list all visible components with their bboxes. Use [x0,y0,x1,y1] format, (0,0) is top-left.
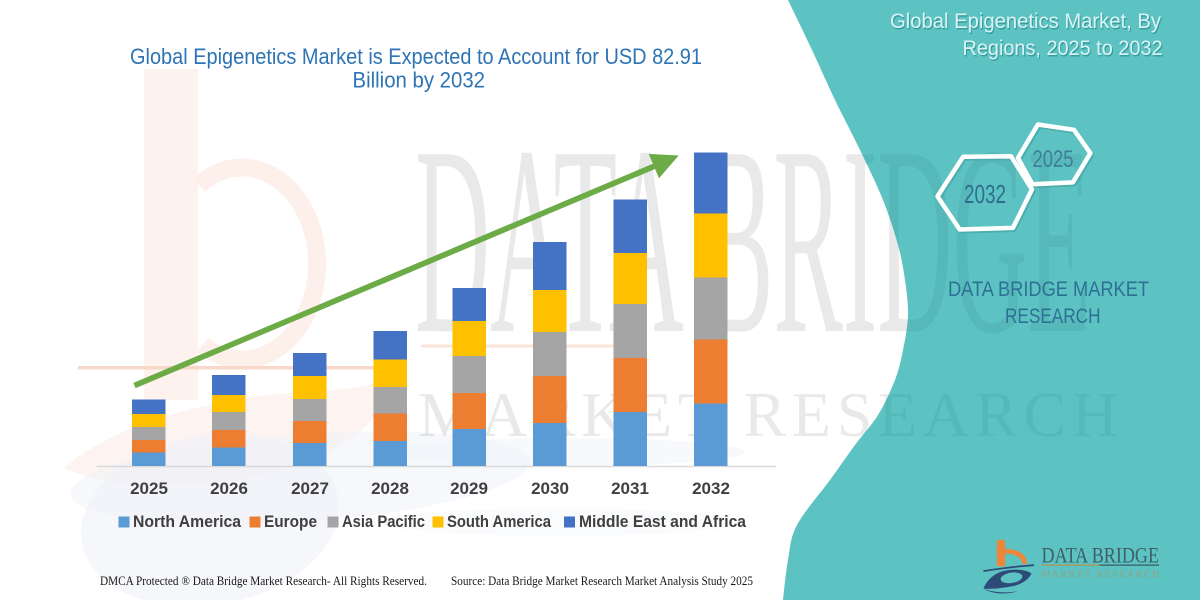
svg-text:Global Epigenetics Market, By: Global Epigenetics Market, By [891,11,1162,35]
svg-text:2027: 2027 [291,479,329,498]
svg-text:DATA BRIDGE MARKET: DATA BRIDGE MARKET [948,278,1149,301]
svg-text:DATA BRIDGE: DATA BRIDGE [1042,543,1160,568]
svg-text:2031: 2031 [611,479,649,498]
svg-text:2032: 2032 [692,479,730,498]
svg-text:2029: 2029 [450,479,488,498]
svg-text:Source: Data Bridge Market Res: Source: Data Bridge Market Research Mark… [451,574,753,588]
svg-text:DMCA Protected ® Data Bridge M: DMCA Protected ® Data Bridge Market Rese… [100,574,427,588]
svg-text:2032: 2032 [964,179,1006,209]
svg-text:RESEARCH: RESEARCH [1005,305,1101,328]
svg-text:2025: 2025 [130,479,168,498]
svg-text:Global Epigenetics Market, By: Global Epigenetics Market, By [890,9,1161,33]
svg-text:2026: 2026 [210,479,248,498]
svg-text:Europe: Europe [264,513,317,531]
svg-text:Global Epigenetics Market is E: Global Epigenetics Market is Expected to… [130,44,702,69]
svg-text:Billion by 2032: Billion by 2032 [353,68,486,93]
svg-text:Regions, 2025 to 2032: Regions, 2025 to 2032 [963,36,1163,60]
svg-text:MARKET RESEARCH: MARKET RESEARCH [1042,570,1160,580]
svg-text:Asia Pacific: Asia Pacific [342,513,425,531]
svg-text:Regions, 2025 to 2032: Regions, 2025 to 2032 [964,38,1164,62]
svg-text:2025: 2025 [1033,146,1074,173]
svg-text:Middle East and Africa: Middle East and Africa [579,513,747,531]
svg-text:2028: 2028 [371,479,409,498]
svg-text:North America: North America [133,513,242,531]
svg-text:South America: South America [447,513,552,531]
svg-text:2030: 2030 [531,479,569,498]
